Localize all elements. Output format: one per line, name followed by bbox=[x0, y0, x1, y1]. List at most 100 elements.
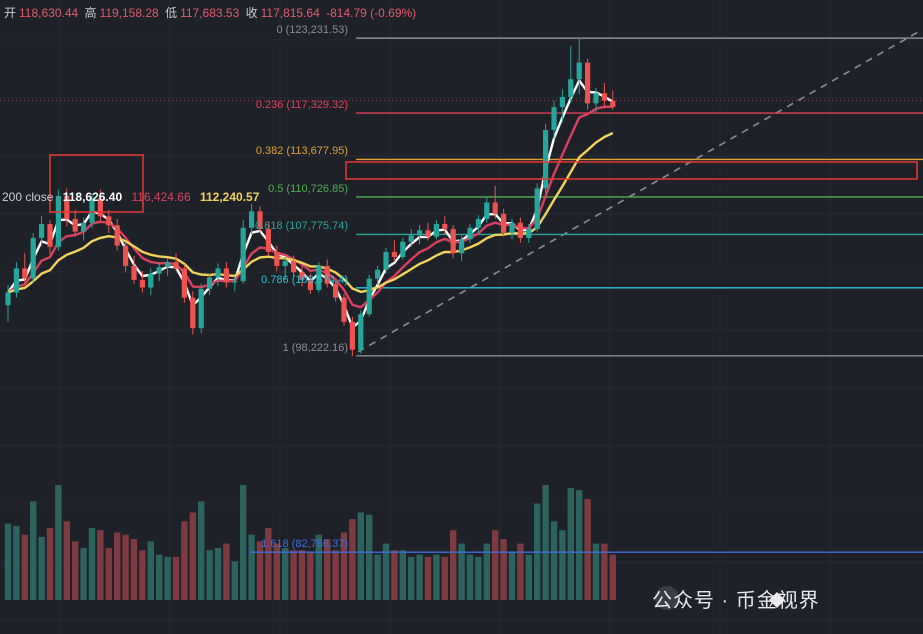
high-label: 高 bbox=[84, 6, 97, 20]
candle-body bbox=[417, 230, 423, 236]
volume-bar bbox=[97, 530, 104, 600]
candle-body bbox=[509, 222, 515, 233]
candle-body bbox=[257, 211, 263, 230]
high-value: 119,158.28 bbox=[99, 6, 159, 20]
candle-body bbox=[165, 262, 171, 268]
volume-bar bbox=[466, 554, 474, 600]
candle-body bbox=[601, 93, 607, 101]
candle-body bbox=[324, 265, 330, 284]
volume-bar bbox=[265, 528, 272, 600]
volume-bar bbox=[307, 552, 314, 600]
volume-bar bbox=[172, 556, 180, 600]
ma-legend-label: 200 close bbox=[2, 190, 54, 204]
volume-bar bbox=[105, 548, 112, 600]
volume-bar bbox=[550, 521, 558, 600]
candle-body bbox=[64, 196, 70, 219]
candle-body bbox=[475, 218, 481, 228]
candle-body bbox=[366, 278, 372, 315]
trend-line bbox=[357, 30, 921, 353]
volume-bar bbox=[332, 550, 339, 600]
candle-body bbox=[517, 222, 523, 238]
volume-bar bbox=[340, 532, 348, 600]
candle-body bbox=[316, 265, 322, 291]
fib-level-label: 0.618 (107,775.74) bbox=[255, 220, 348, 233]
candle-body bbox=[123, 245, 129, 266]
volume-bar bbox=[483, 543, 490, 600]
candle-body bbox=[114, 225, 120, 246]
volume-bar bbox=[357, 512, 364, 600]
fib-level-label: 0.786 (103,574.4) bbox=[261, 273, 348, 286]
volume-bar bbox=[38, 536, 45, 600]
candle-body bbox=[408, 235, 414, 242]
volume-bar bbox=[525, 554, 532, 600]
volume-bar bbox=[282, 548, 289, 600]
highlight-box-ma bbox=[49, 154, 144, 213]
volume-bar bbox=[315, 534, 322, 600]
volume-bar bbox=[88, 528, 96, 600]
volume-bar bbox=[248, 534, 255, 600]
candle-body bbox=[39, 223, 45, 238]
fib-level-label: 0 (123,231.53) bbox=[276, 24, 348, 37]
candle-body bbox=[459, 239, 465, 254]
candle-body bbox=[467, 227, 473, 240]
volume-bar bbox=[4, 523, 12, 600]
ma-fast-value: 118,626.40 bbox=[62, 190, 123, 204]
volume-bar bbox=[46, 528, 54, 600]
volume-bar bbox=[164, 556, 171, 600]
candle-body bbox=[333, 283, 339, 298]
candle-body bbox=[148, 273, 154, 288]
volume-bar bbox=[290, 550, 297, 600]
candle-body bbox=[232, 281, 238, 283]
candle-body bbox=[450, 229, 456, 254]
candle-body bbox=[551, 107, 557, 130]
highlight-box-fib bbox=[345, 161, 918, 180]
candle-body bbox=[240, 227, 246, 282]
volume-bar bbox=[601, 543, 608, 600]
candle-body bbox=[425, 230, 431, 237]
volume-bar bbox=[609, 554, 616, 600]
candle-body bbox=[543, 129, 549, 189]
fib-level-label: 1.618 (82,766.37) bbox=[261, 538, 348, 551]
candle-body bbox=[383, 251, 389, 270]
volume-bar bbox=[80, 548, 87, 600]
candle-body bbox=[484, 202, 490, 219]
volume-bar bbox=[147, 541, 154, 600]
close-label: 收 bbox=[245, 6, 258, 20]
open-label: 开 bbox=[4, 6, 17, 20]
candle-body bbox=[5, 292, 11, 306]
candle-body bbox=[89, 198, 95, 223]
volume-bar bbox=[256, 541, 264, 600]
candle-body bbox=[139, 279, 145, 288]
volume-bar bbox=[72, 541, 79, 600]
ma-mid-value: 116,424.66 bbox=[131, 190, 191, 204]
volume-bar bbox=[441, 556, 448, 600]
change-value: -814.79 (-0.69%) bbox=[326, 6, 417, 20]
fib-level-label: 0.5 (110,726.85) bbox=[268, 182, 348, 195]
candle-body bbox=[400, 241, 406, 258]
candle-body bbox=[291, 260, 297, 273]
candle-body bbox=[55, 196, 61, 247]
volume-bar bbox=[433, 554, 440, 600]
candle-body bbox=[173, 262, 179, 269]
candle-body bbox=[307, 279, 313, 291]
fib-level-label: 0.382 (113,677.95) bbox=[255, 145, 348, 158]
volume-bar bbox=[408, 556, 415, 600]
candle-body bbox=[576, 62, 582, 80]
volume-bar bbox=[13, 525, 20, 600]
volume-bar bbox=[273, 543, 280, 600]
volume-bar bbox=[139, 550, 146, 600]
candle-body bbox=[190, 297, 196, 329]
candle-body bbox=[81, 222, 87, 232]
volume-bar bbox=[298, 550, 306, 600]
volume-bar bbox=[458, 543, 465, 600]
volume-bar bbox=[374, 554, 381, 600]
candle-body bbox=[22, 268, 28, 279]
volume-bar bbox=[206, 550, 213, 600]
candle-body bbox=[30, 237, 36, 279]
candle-body bbox=[559, 96, 565, 108]
candle-body bbox=[341, 297, 347, 322]
volume-bar bbox=[21, 534, 28, 600]
low-label: 低 bbox=[165, 6, 178, 20]
volume-bar bbox=[399, 550, 406, 600]
